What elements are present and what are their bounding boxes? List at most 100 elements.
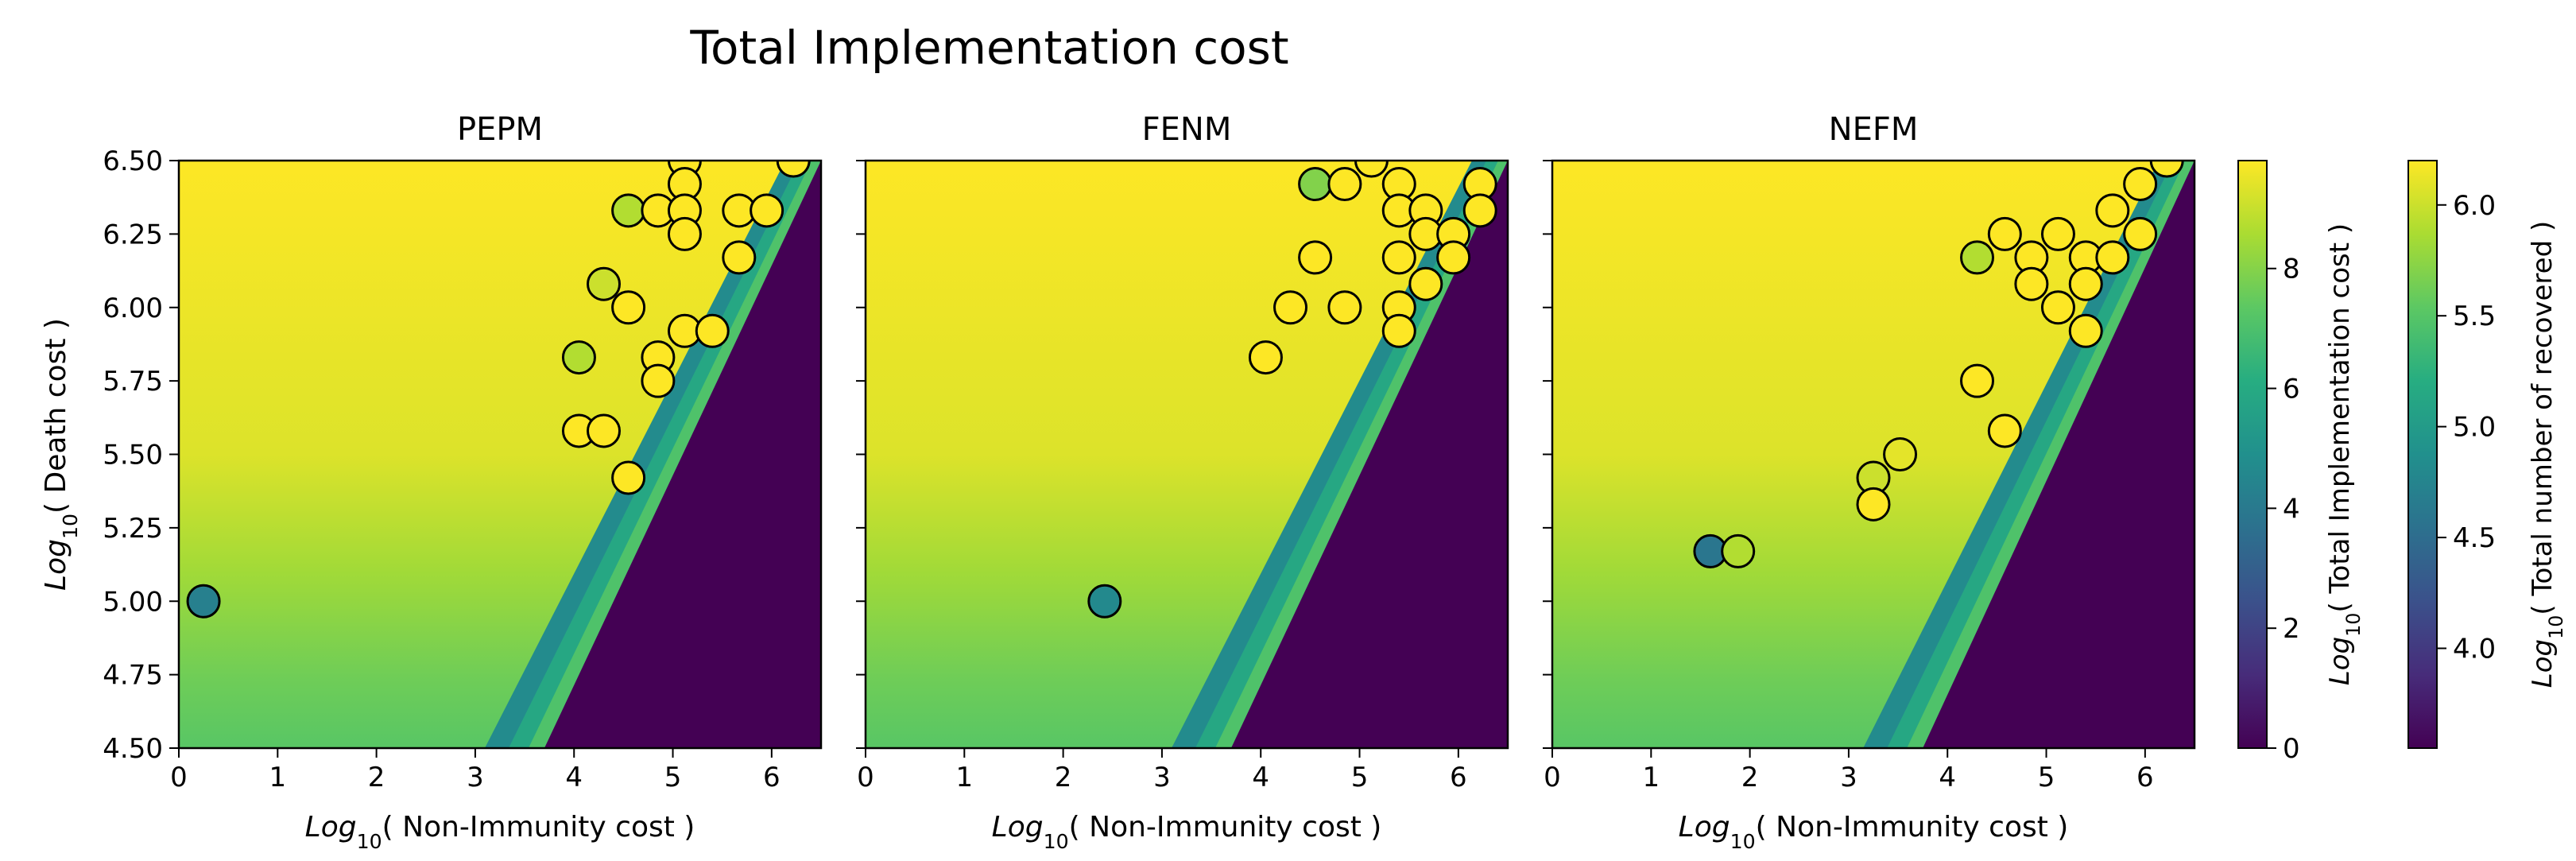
x-tick-label: 6 xyxy=(763,762,781,793)
scatter-point xyxy=(1087,584,1122,619)
scatter-point xyxy=(2123,216,2158,251)
scatter-point xyxy=(667,216,702,251)
colorbar-tick-label: 8 xyxy=(2283,254,2300,285)
heatmap-low-region xyxy=(1230,161,1508,748)
scatter-point xyxy=(2068,313,2103,348)
scatter-point xyxy=(1960,240,1995,275)
colorbar-tick-label: 6.0 xyxy=(2453,190,2496,222)
scatter-point xyxy=(587,413,622,448)
panel-title: PEPM xyxy=(457,111,543,148)
x-tick-label: 0 xyxy=(857,762,874,793)
scatter-point xyxy=(1408,266,1443,301)
scatter-point xyxy=(1381,240,1416,275)
scatter-point xyxy=(1960,363,1995,398)
scatter-point xyxy=(722,240,757,275)
scatter-point xyxy=(776,161,811,178)
x-tick-label: 5 xyxy=(2038,762,2055,793)
y-axis-label: Log10( Death cost ) xyxy=(40,318,82,591)
scatter-point xyxy=(611,460,646,495)
x-axis-label: Log10( Non-Immunity cost ) xyxy=(992,811,1382,853)
colorbar-gradient xyxy=(2407,160,2438,749)
y-tick-label: 4.75 xyxy=(103,660,163,692)
figure-title: Total Implementation cost xyxy=(689,21,1288,75)
scatter-point xyxy=(1462,193,1497,228)
x-tick-label: 6 xyxy=(1450,762,1467,793)
heatmap xyxy=(1552,161,2194,748)
scatter-point xyxy=(1381,313,1416,348)
scatter-point xyxy=(1987,216,2022,251)
y-tick-label: 6.50 xyxy=(103,145,163,177)
x-tick-label: 1 xyxy=(269,762,286,793)
colorbar-tick-label: 5.5 xyxy=(2453,301,2496,332)
scatter-point xyxy=(1436,240,1471,275)
x-tick-label: 3 xyxy=(467,762,484,793)
scatter-point xyxy=(2095,193,2130,228)
scatter-series xyxy=(1087,161,1497,619)
scatter-point xyxy=(2068,266,2103,301)
scatter-point xyxy=(2040,216,2075,251)
x-tick-label: 4 xyxy=(1252,762,1269,793)
y-tick-label: 4.50 xyxy=(103,733,163,765)
x-axis-label: Log10( Non-Immunity cost ) xyxy=(305,811,695,853)
scatter-point xyxy=(1721,533,1756,568)
y-tick-label: 6.25 xyxy=(103,219,163,250)
x-tick-label: 2 xyxy=(368,762,385,793)
scatter-point xyxy=(1298,240,1333,275)
x-tick-label: 3 xyxy=(1840,762,1857,793)
scatter-point xyxy=(641,363,676,398)
colorbar-label: Log10( Total number of recovered ) xyxy=(2527,221,2567,688)
scatter-point xyxy=(2014,266,2049,301)
scatter-point xyxy=(1327,290,1362,325)
y-tick-label: 6.00 xyxy=(103,293,163,324)
scatter-point xyxy=(1856,487,1891,522)
scatter-point xyxy=(1248,340,1283,375)
scatter-point xyxy=(2095,240,2130,275)
colorbar-gradient xyxy=(2237,160,2268,749)
colorbar-tick-label: 2 xyxy=(2283,613,2300,645)
x-tick-label: 1 xyxy=(1642,762,1660,793)
panel-fenm: 0 1 2 3 4 5 6 FENM Log10( Non-Immunity cost ) xyxy=(856,111,1509,853)
x-tick-label: 5 xyxy=(664,762,682,793)
colorbar-tick-label: 0 xyxy=(2283,733,2300,765)
x-tick-label: 4 xyxy=(565,762,583,793)
panel-title: NEFM xyxy=(1829,111,1919,148)
y-tick-label: 5.00 xyxy=(103,586,163,618)
x-tick-label: 2 xyxy=(1055,762,1072,793)
heatmap-low-region xyxy=(1923,161,2194,748)
y-tick-label: 5.75 xyxy=(103,366,163,398)
colorbar-tick-label: 4.5 xyxy=(2453,522,2496,554)
scatter-point xyxy=(2149,161,2184,178)
x-tick-label: 0 xyxy=(170,762,188,793)
y-tick-label: 5.50 xyxy=(103,440,163,471)
scatter-point xyxy=(1273,290,1308,325)
x-tick-label: 2 xyxy=(1741,762,1759,793)
colorbar-tick-label: 4 xyxy=(2283,493,2300,525)
x-tick-label: 0 xyxy=(1544,762,1561,793)
scatter-point xyxy=(1327,167,1362,202)
panel-pepm: 0 1 2 3 4 5 6 4.50 4.75 5.00 5.25 5.50 5.75 6.00 6.25 6… xyxy=(40,111,823,853)
x-tick-label: 4 xyxy=(1939,762,1956,793)
colorbar-label: Log10( Total Implementation cost ) xyxy=(2324,223,2365,685)
scatter-series xyxy=(1693,161,2184,568)
x-tick-label: 3 xyxy=(1153,762,1171,793)
scatter-point xyxy=(561,340,596,375)
heatmap-low-region xyxy=(544,161,821,748)
heatmap xyxy=(179,161,821,748)
colorbar-tick-label: 5.0 xyxy=(2453,412,2496,444)
scatter-point xyxy=(186,584,221,619)
y-tick-label: 5.25 xyxy=(103,513,163,545)
scatter-point xyxy=(1987,413,2022,448)
panel-nefm: 0 1 2 3 4 5 6 NEFM Log10( Non-Immunity cost ) xyxy=(1543,111,2196,853)
x-tick-label: 6 xyxy=(2136,762,2154,793)
scatter-point xyxy=(611,290,646,325)
scatter-point xyxy=(750,193,784,228)
panel-title: FENM xyxy=(1142,111,1232,148)
scatter-point xyxy=(2123,167,2158,202)
colorbar-tick-label: 4.0 xyxy=(2453,634,2496,665)
colorbar-tick-label: 6 xyxy=(2283,374,2300,405)
scatter-point xyxy=(611,193,646,228)
scatter-point xyxy=(2040,290,2075,325)
scatter-series xyxy=(186,161,811,619)
x-tick-label: 1 xyxy=(955,762,973,793)
